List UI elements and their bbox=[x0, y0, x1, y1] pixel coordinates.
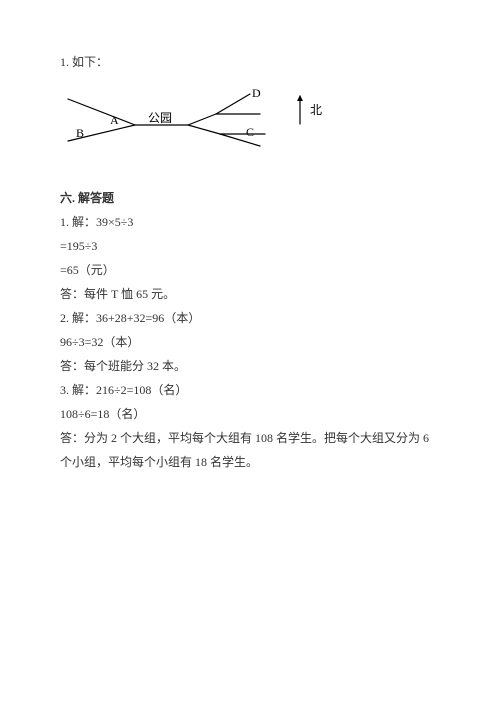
q1-line3: =65（元） bbox=[60, 258, 440, 282]
park-diagram: A B 公园 C D 北 bbox=[60, 84, 440, 172]
q1-line1: 1. 解：39×5÷3 bbox=[60, 210, 440, 234]
q3-line1: 3. 解：216÷2=108（名） bbox=[60, 378, 440, 402]
svg-text:北: 北 bbox=[310, 103, 322, 117]
section-title: 六. 解答题 bbox=[60, 186, 440, 210]
intro-label: 1. 如下： bbox=[60, 50, 440, 74]
q1-answer: 答：每件 T 恤 65 元。 bbox=[60, 282, 440, 306]
svg-text:A: A bbox=[110, 113, 119, 127]
svg-text:B: B bbox=[76, 126, 84, 140]
diagram-svg: A B 公园 C D 北 bbox=[60, 84, 340, 164]
svg-text:C: C bbox=[246, 125, 254, 139]
q2-line2: 96÷3=32（本） bbox=[60, 330, 440, 354]
q2-line1: 2. 解：36+28+32=96（本） bbox=[60, 306, 440, 330]
svg-text:D: D bbox=[252, 86, 261, 100]
q1-line2: =195÷3 bbox=[60, 234, 440, 258]
q3-line2: 108÷6=18（名） bbox=[60, 402, 440, 426]
q2-answer: 答：每个班能分 32 本。 bbox=[60, 354, 440, 378]
page: 1. 如下： A B 公园 C D 北 六. 解答题 1. 解：39×5÷3 =195÷3… bbox=[0, 0, 500, 514]
svg-text:公园: 公园 bbox=[148, 111, 172, 125]
q3-answer: 答：分为 2 个大组，平均每个大组有 108 名学生。把每个大组又分为 6 个小… bbox=[60, 426, 440, 474]
